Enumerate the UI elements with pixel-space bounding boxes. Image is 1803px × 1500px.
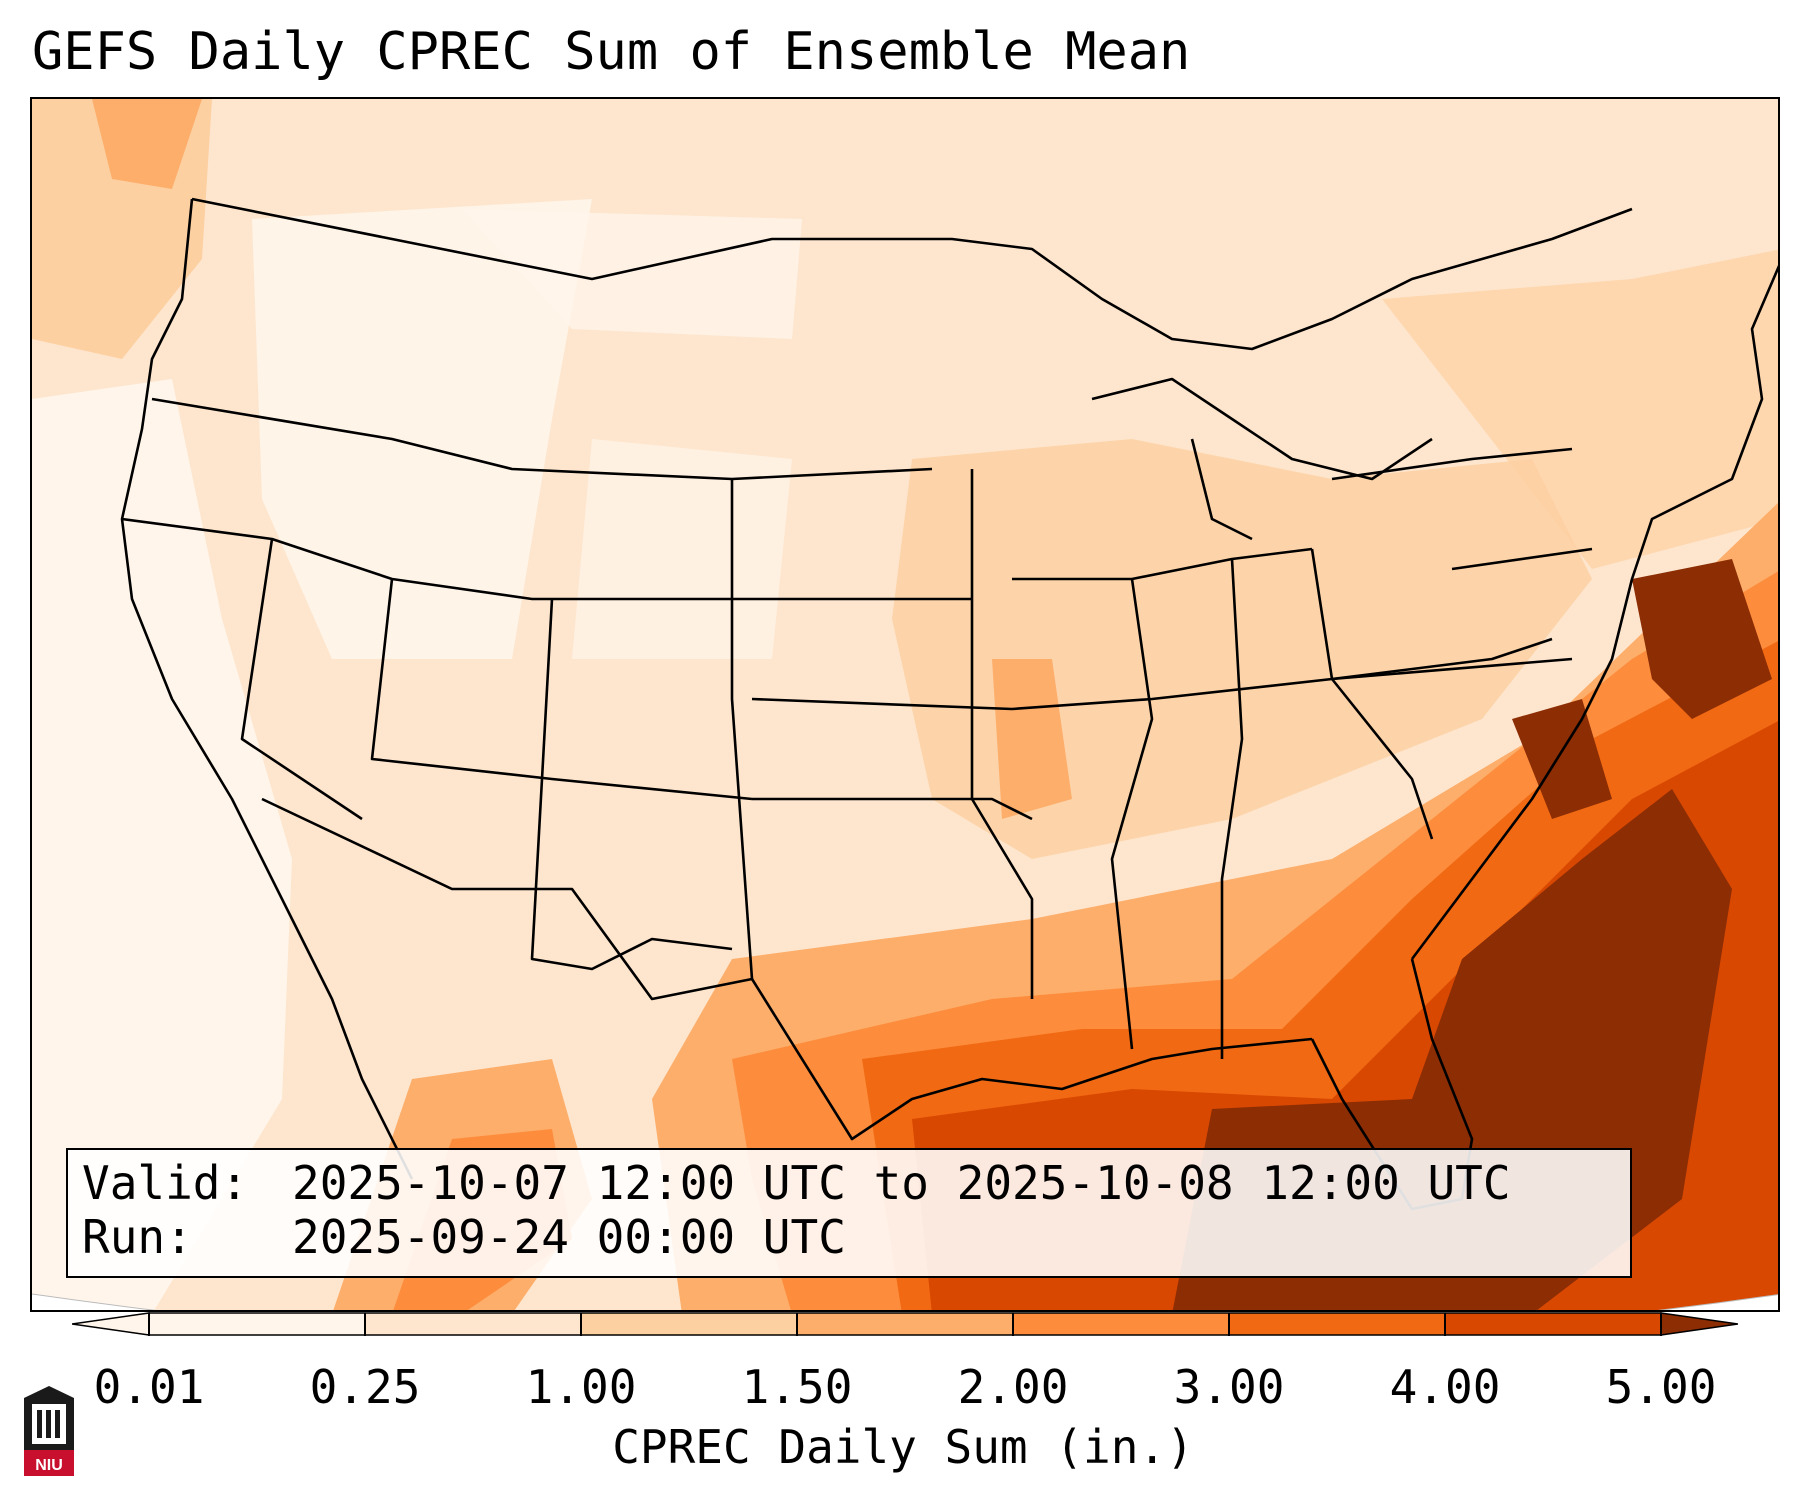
info-box: Valid: 2025-10-07 12:00 UTC to 2025-10-08… bbox=[66, 1148, 1632, 1278]
map-title: GEFS Daily CPREC Sum of Ensemble Mean bbox=[32, 22, 1191, 82]
colorbar-right-extension bbox=[1660, 1312, 1738, 1336]
colorbar-tick-label: 5.00 bbox=[1605, 1360, 1717, 1414]
colorbar-segment bbox=[1229, 1313, 1445, 1335]
colorbar-segment bbox=[1445, 1313, 1661, 1335]
colorbar-left-extension bbox=[72, 1312, 150, 1336]
colorbar-segment bbox=[1013, 1313, 1229, 1335]
valid-value: 2025-10-07 12:00 UTC to 2025-10-08 12:00… bbox=[292, 1156, 1511, 1210]
run-label: Run: bbox=[82, 1210, 193, 1264]
niu-logo-icon: NIU bbox=[24, 1386, 74, 1476]
map-svg bbox=[32, 99, 1778, 1310]
colorbar-tick-label: 0.25 bbox=[309, 1360, 421, 1414]
valid-line: Valid: 2025-10-07 12:00 UTC to 2025-10-08… bbox=[82, 1156, 1616, 1210]
colorbar-segment bbox=[797, 1313, 1013, 1335]
run-line: Run: 2025-09-24 00:00 UTC bbox=[82, 1210, 1616, 1264]
colorbar-tick-label: 4.00 bbox=[1389, 1360, 1501, 1414]
colorbar-tick-label: 3.00 bbox=[1173, 1360, 1285, 1414]
borders bbox=[120, 197, 1778, 1211]
colorbar-segment bbox=[149, 1313, 365, 1335]
valid-label: Valid: bbox=[82, 1156, 249, 1210]
colorbar-tick-label: 1.50 bbox=[741, 1360, 853, 1414]
run-value: 2025-09-24 00:00 UTC bbox=[292, 1210, 846, 1264]
colorbar-segment bbox=[365, 1313, 581, 1335]
precipitation-map bbox=[30, 97, 1780, 1312]
logo-text: NIU bbox=[35, 1457, 63, 1474]
colorbar-label: CPREC Daily Sum (in.) bbox=[612, 1420, 1194, 1474]
colorbar-tick-label: 0.01 bbox=[93, 1360, 205, 1414]
colorbar-tick-label: 2.00 bbox=[957, 1360, 1069, 1414]
colorbar-tick-label: 1.00 bbox=[525, 1360, 637, 1414]
colorbar bbox=[72, 1312, 1738, 1336]
colorbar-segment bbox=[581, 1313, 797, 1335]
